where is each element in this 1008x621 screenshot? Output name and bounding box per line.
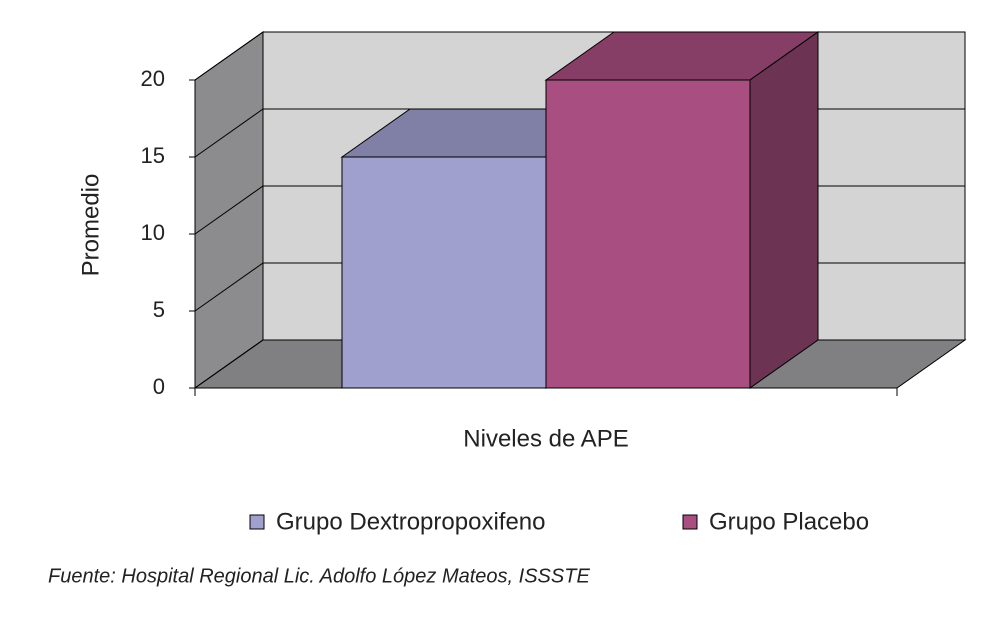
source-note: Fuente: Hospital Regional Lic. Adolfo Ló… bbox=[48, 565, 590, 587]
x-tick-label: Niveles de APE bbox=[463, 425, 628, 452]
bar bbox=[341, 156, 547, 389]
legend-label: Grupo Dextropropoxifeno bbox=[276, 508, 545, 535]
legend-label: Grupo Placebo bbox=[709, 508, 869, 535]
y-tick-label: 0 bbox=[153, 374, 165, 399]
bar bbox=[545, 79, 751, 389]
y-tick-label: 10 bbox=[141, 220, 165, 245]
y-tick-label: 5 bbox=[153, 297, 165, 322]
y-tick-label: 20 bbox=[141, 66, 165, 91]
y-axis-title: Promedio bbox=[77, 174, 104, 277]
legend-swatch bbox=[682, 514, 698, 530]
bar-side bbox=[749, 31, 819, 389]
legend-swatch bbox=[249, 514, 265, 530]
y-tick-label: 15 bbox=[141, 143, 165, 168]
